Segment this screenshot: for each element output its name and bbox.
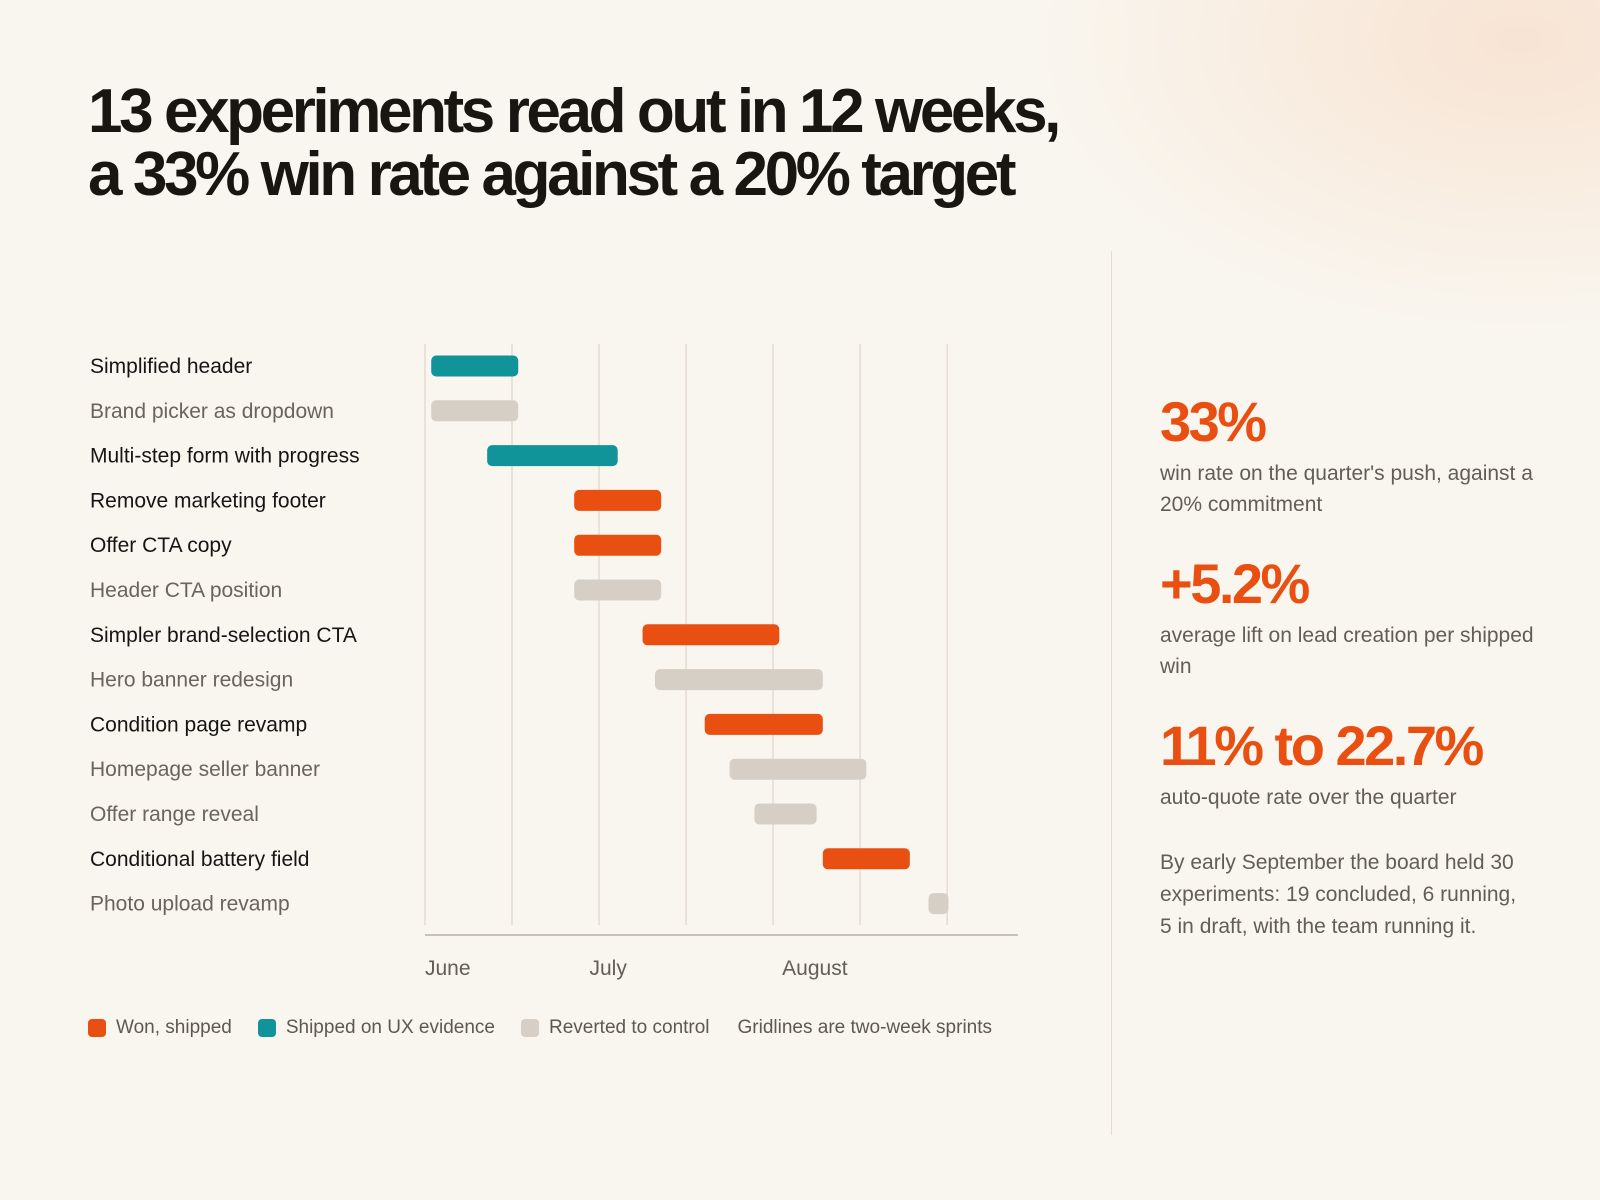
month-tick-label: July bbox=[589, 957, 627, 980]
vertical-divider bbox=[1111, 251, 1112, 1135]
title-line-2: a 33% win rate against a 20% target bbox=[88, 140, 1017, 209]
experiment-bar bbox=[574, 489, 662, 511]
month-tick-label: August bbox=[782, 957, 848, 980]
experiment-label: Condition page revamp bbox=[90, 713, 307, 736]
page-title: 13 experiments read out in 12 weeks, a 3… bbox=[88, 80, 1088, 206]
month-tick-label: June bbox=[425, 957, 471, 980]
experiment-bar bbox=[574, 579, 662, 601]
experiment-label: Simplified header bbox=[90, 355, 252, 378]
stat-description: average lift on lead creation per shippe… bbox=[1160, 624, 1534, 678]
summary-note: By early September the board held 30 exp… bbox=[1160, 851, 1517, 938]
experiment-label: Conditional battery field bbox=[90, 848, 309, 871]
experiment-bar bbox=[654, 669, 823, 691]
experiment-bar bbox=[431, 400, 519, 422]
title-line-1: 13 experiments read out in 12 weeks, bbox=[88, 77, 1061, 146]
experiment-bar bbox=[822, 848, 910, 870]
chart-legend: Won, shipped Shipped on UX evidence Reve… bbox=[88, 1017, 992, 1039]
experiment-label: Simpler brand-selection CTA bbox=[90, 624, 357, 647]
stat-value: 11% to 22.7% bbox=[1160, 714, 1484, 777]
summary-stats: 33% win rate on the quarter's push, agai… bbox=[1160, 392, 1550, 943]
stat-lift: +5.2% average lift on lead creation per … bbox=[1160, 554, 1550, 682]
experiment-label: Homepage seller banner bbox=[90, 758, 320, 781]
legend-item-ux: Shipped on UX evidence bbox=[257, 1017, 495, 1039]
experiment-bar bbox=[574, 534, 662, 556]
experiment-bar bbox=[642, 624, 780, 646]
legend-gridline-note: Gridlines are two-week sprints bbox=[737, 1017, 993, 1038]
stat-description: auto-quote rate over the quarter bbox=[1160, 786, 1457, 809]
stat-value: 33% bbox=[1160, 390, 1267, 453]
experiment-label: Offer CTA copy bbox=[90, 534, 232, 557]
legend-swatch-ux bbox=[257, 1019, 276, 1037]
experiment-label: Brand picker as dropdown bbox=[90, 400, 334, 423]
legend-item-won: Won, shipped bbox=[88, 1017, 232, 1039]
legend-swatch-won bbox=[88, 1019, 106, 1037]
stat-value: +5.2% bbox=[1160, 552, 1310, 615]
legend-label-won: Won, shipped bbox=[116, 1017, 232, 1038]
legend-label-ux: Shipped on UX evidence bbox=[285, 1017, 495, 1038]
experiment-label: Offer range reveal bbox=[90, 803, 259, 826]
experiment-label: Header CTA position bbox=[90, 579, 282, 602]
stat-win-rate: 33% win rate on the quarter's push, agai… bbox=[1160, 392, 1550, 520]
experiment-label: Hero banner redesign bbox=[90, 669, 293, 692]
experiment-bar bbox=[487, 445, 618, 467]
legend-label-reverted: Reverted to control bbox=[549, 1017, 710, 1038]
legend-swatch-reverted bbox=[521, 1019, 539, 1037]
experiment-label: Multi-step form with progress bbox=[90, 445, 360, 468]
legend-item-reverted: Reverted to control bbox=[521, 1017, 710, 1039]
stat-auto-quote: 11% to 22.7% auto-quote rate over the qu… bbox=[1160, 716, 1550, 813]
experiment-bar bbox=[754, 803, 817, 825]
experiment-label: Remove marketing footer bbox=[90, 489, 326, 512]
experiment-bar bbox=[704, 713, 823, 735]
experiment-label: Photo upload revamp bbox=[90, 893, 290, 916]
experiment-bar bbox=[729, 758, 867, 780]
experiment-bar bbox=[928, 893, 949, 915]
stat-description: win rate on the quarter's push, against … bbox=[1160, 462, 1533, 516]
experiment-bar bbox=[431, 355, 519, 377]
